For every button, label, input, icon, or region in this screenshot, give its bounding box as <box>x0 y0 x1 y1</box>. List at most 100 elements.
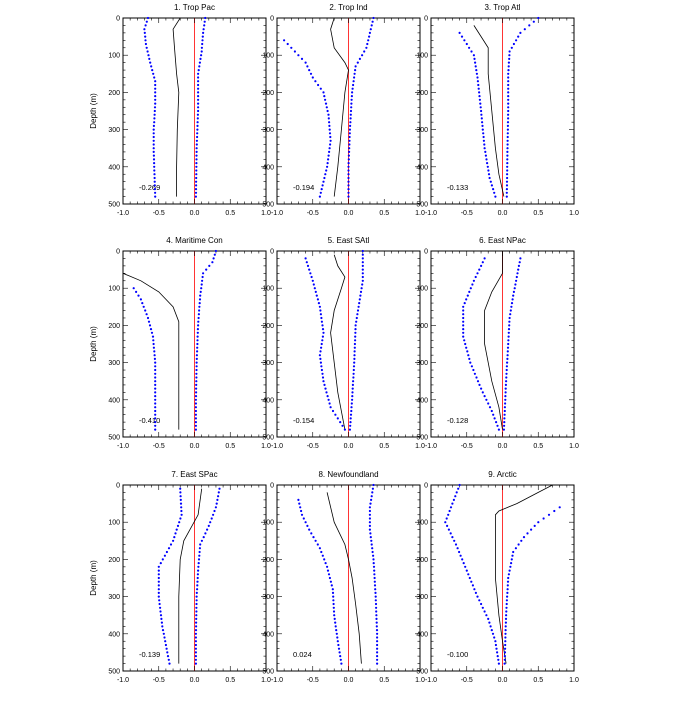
lower-bound-dot <box>144 35 147 38</box>
lower-bound-dot <box>150 331 154 334</box>
lower-bound-dot <box>163 554 166 557</box>
lower-bound-dot <box>320 346 323 349</box>
upper-bound-dot <box>363 50 366 53</box>
lower-bound-dot <box>325 169 328 172</box>
upper-bound-dot <box>347 154 350 157</box>
x-tick-label: 0.0 <box>190 210 200 217</box>
lower-bound-dot <box>290 46 293 49</box>
upper-bound-dot <box>347 165 350 168</box>
lower-bound-dot <box>169 543 173 546</box>
lower-bound-dot <box>300 513 304 516</box>
lower-bound-dot <box>449 532 452 535</box>
upper-bound-dot <box>195 169 198 172</box>
lower-bound-dot <box>152 124 155 127</box>
lower-bound-dot <box>153 188 156 191</box>
upper-bound-dot <box>195 372 198 375</box>
lower-bound-dot <box>144 309 147 312</box>
lower-bound-dot <box>490 629 493 632</box>
lower-bound-dot <box>484 150 487 153</box>
upper-bound-dot <box>349 117 352 120</box>
lower-bound-dot <box>496 655 499 658</box>
upper-bound-dot <box>515 279 518 282</box>
lower-bound-dot <box>306 65 309 68</box>
upper-bound-dot <box>507 61 510 64</box>
lower-bound-dot <box>328 128 331 131</box>
upper-bound-dot <box>515 39 518 42</box>
lower-bound-dot <box>481 124 484 127</box>
lower-bound-dot <box>477 87 480 90</box>
lower-bound-dot <box>328 121 331 124</box>
x-tick-label: 1.0 <box>569 210 579 217</box>
lower-bound-dot <box>172 539 175 542</box>
lower-bound-dot <box>472 54 475 57</box>
lower-bound-dot <box>153 121 156 124</box>
upper-bound-dot <box>506 176 509 180</box>
lower-bound-dot <box>144 42 147 46</box>
upper-bound-dot <box>204 532 207 535</box>
lower-bound-dot <box>175 528 178 531</box>
upper-bound-dot <box>375 610 378 613</box>
lower-bound-dot <box>327 573 331 576</box>
lower-bound-dot <box>489 625 492 628</box>
upper-bound-dot <box>197 565 200 568</box>
upper-bound-dot <box>504 402 507 405</box>
lower-bound-dot <box>334 413 337 416</box>
upper-bound-dot <box>506 124 509 127</box>
upper-bound-dot <box>371 20 374 23</box>
lower-bound-dot <box>328 132 332 135</box>
y-tick-label: 100 <box>416 520 428 527</box>
lower-bound-dot <box>320 188 323 191</box>
lower-bound-dot <box>309 72 313 75</box>
upper-bound-dot <box>503 424 506 427</box>
lower-bound-dot <box>481 606 484 609</box>
upper-bound-dot <box>508 569 511 572</box>
upper-bound-dot <box>504 647 507 650</box>
mean-profile-line <box>473 25 505 197</box>
y-tick-label: 0 <box>270 16 274 23</box>
lower-bound-dot <box>321 184 324 187</box>
upper-bound-dot <box>375 621 378 624</box>
y-tick-label: 100 <box>108 286 120 293</box>
panel-annotation: -0.133 <box>447 183 468 192</box>
upper-bound-dot <box>195 162 198 165</box>
upper-bound-dot <box>201 279 204 282</box>
y-tick-label: 400 <box>108 631 120 638</box>
upper-bound-dot <box>515 275 518 279</box>
upper-bound-dot <box>199 57 202 61</box>
lower-bound-dot <box>299 506 302 509</box>
upper-bound-dot <box>203 20 206 23</box>
lower-bound-dot <box>497 658 500 661</box>
lower-bound-dot <box>152 132 155 135</box>
lower-bound-dot <box>142 305 145 308</box>
upper-bound-dot <box>511 554 514 557</box>
y-tick-label: 200 <box>108 557 120 564</box>
lower-bound-dot <box>152 158 156 161</box>
lower-bound-dot <box>154 402 157 405</box>
upper-bound-dot <box>369 536 372 539</box>
upper-bound-dot <box>200 46 203 49</box>
y-tick-label: 300 <box>108 594 120 601</box>
y-tick-label: 0 <box>270 483 274 490</box>
upper-bound-dot <box>348 147 351 150</box>
upper-bound-dot <box>197 91 200 94</box>
lower-bound-dot <box>322 331 325 334</box>
lower-bound-dot <box>463 339 466 342</box>
lower-bound-dot <box>327 398 330 401</box>
lower-bound-dot <box>337 643 340 647</box>
lower-bound-dot <box>460 35 464 38</box>
lower-bound-dot <box>467 354 470 357</box>
lower-bound-dot <box>316 298 319 301</box>
lower-bound-dot <box>180 506 183 509</box>
x-tick-label: -1.0 <box>117 443 129 450</box>
x-tick-label: 0.5 <box>225 210 235 217</box>
upper-bound-dot <box>372 483 375 487</box>
panel-annotation: -0.139 <box>139 650 160 659</box>
upper-bound-dot <box>507 87 510 90</box>
upper-bound-dot <box>505 184 509 187</box>
upper-bound-dot <box>197 95 200 98</box>
lower-bound-dot <box>318 305 321 308</box>
y-tick-label: 200 <box>108 90 120 97</box>
lower-bound-dot <box>152 128 155 131</box>
upper-bound-dot <box>369 502 372 505</box>
upper-bound-dot <box>507 72 510 75</box>
